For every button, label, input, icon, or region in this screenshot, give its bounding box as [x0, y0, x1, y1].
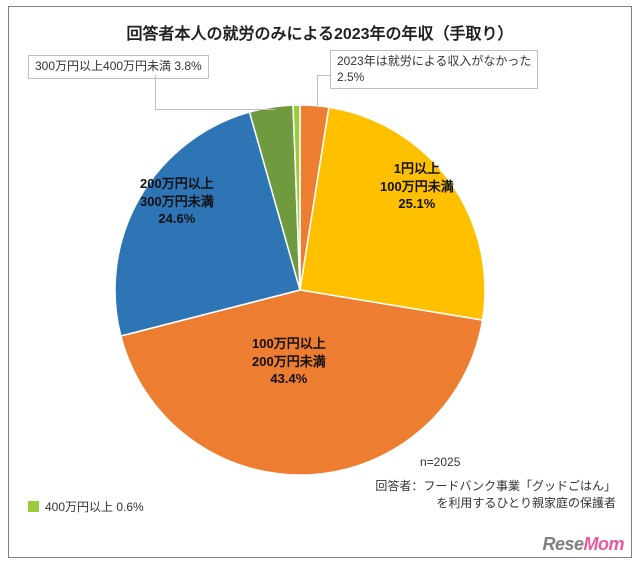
callout-no-income-line2: 2.5%: [337, 70, 364, 84]
label-1-100-l1: 1円以上: [394, 161, 440, 176]
n-label: n=2025: [420, 455, 460, 469]
label-100-200-l1: 100万円以上: [252, 336, 326, 351]
respondent-line1: 回答者：フードバンク事業「グッドごはん」: [375, 479, 616, 493]
label-200-300-l1: 200万円以上: [140, 176, 214, 191]
callout-no-income-line1: 2023年は就労による収入がなかった: [337, 54, 531, 68]
label-1-100-pct: 25.1%: [398, 196, 435, 211]
label-200-300-pct: 24.6%: [158, 211, 195, 226]
callout-300-400-leader2: [155, 109, 275, 110]
callout-no-income-leader: [317, 75, 330, 76]
legend-400plus: 400万円以上 0.6%: [28, 498, 144, 515]
callout-300-400: 300万円以上400万円未満 3.8%: [28, 55, 209, 79]
callout-no-income: 2023年は就労による収入がなかった 2.5%: [330, 50, 538, 89]
respondent-note: 回答者：フードバンク事業「グッドごはん」 を利用するひとり親家庭の保護者: [375, 478, 616, 512]
callout-no-income-leader2: [317, 75, 318, 106]
label-1-100-l2: 100万円未満: [380, 179, 454, 194]
label-200-300-l2: 300万円未満: [140, 194, 214, 209]
label-100-200-l2: 200万円未満: [252, 354, 326, 369]
watermark-part1: Rese: [542, 534, 583, 554]
label-100-200-pct: 43.4%: [270, 371, 307, 386]
legend-400plus-swatch: [28, 501, 39, 512]
callout-300-400-text: 300万円以上400万円未満 3.8%: [28, 55, 209, 79]
respondent-line2: を利用するひとり親家庭の保護者: [436, 496, 616, 510]
label-200-300: 200万円以上 300万円未満 24.6%: [140, 175, 214, 228]
label-100-200: 100万円以上 200万円未満 43.4%: [252, 335, 326, 388]
slice-1_100: [300, 107, 485, 320]
callout-300-400-leader: [155, 75, 156, 109]
legend-400plus-text: 400万円以上 0.6%: [45, 498, 144, 515]
watermark-logo: ReseMom: [542, 534, 624, 555]
watermark-part2: Mom: [584, 534, 625, 554]
label-1-100: 1円以上 100万円未満 25.1%: [380, 160, 454, 213]
